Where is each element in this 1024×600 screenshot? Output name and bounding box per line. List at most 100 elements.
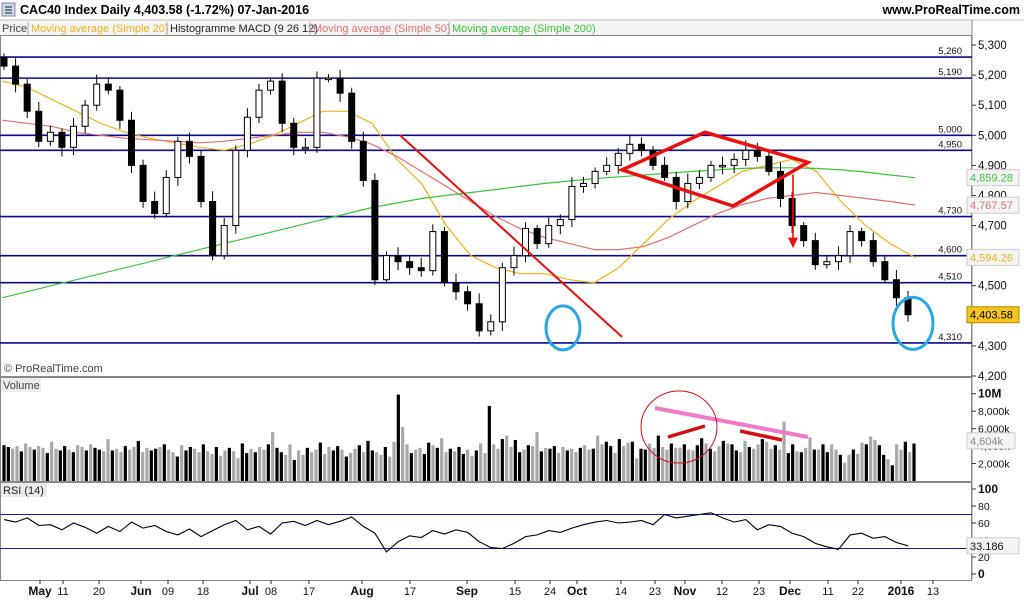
volume-bar: [808, 437, 812, 481]
volume-bar: [704, 443, 708, 481]
candle-body: [881, 261, 889, 281]
price-candle: [46, 125, 54, 146]
volume-bar: [661, 446, 665, 481]
candle-body: [464, 291, 472, 305]
candle-body: [127, 119, 135, 166]
volume-bar: [11, 448, 15, 481]
price-candle: [498, 262, 506, 331]
volume-bar: [782, 421, 786, 481]
volume-bar: [570, 448, 574, 481]
volume-bar: [414, 449, 418, 481]
price-candle: [35, 101, 43, 148]
volume-bar: [115, 448, 119, 481]
volume-bar: [136, 440, 140, 481]
candle-body: [440, 231, 448, 284]
volume-bar: [37, 446, 41, 481]
legend-ma200[interactable]: Moving average (Simple 200): [452, 23, 596, 35]
x-tick-label: Sep: [456, 584, 478, 598]
volume-trend-line: [654, 406, 809, 439]
x-tick-label: 08: [265, 586, 277, 598]
volume-bar: [600, 444, 604, 481]
candle-body: [637, 143, 645, 151]
candle-body: [753, 149, 761, 157]
volume-bar: [154, 448, 158, 481]
volume-bar: [301, 454, 305, 481]
ma20-line: [1, 80, 916, 284]
legend-ma20[interactable]: Moving average (Simple 20): [31, 23, 169, 35]
price-candle: [255, 83, 263, 123]
price-candle: [626, 134, 634, 161]
volume-bar: [825, 452, 829, 481]
candle-body: [545, 225, 553, 245]
volume-bar: [310, 452, 314, 481]
volume-bar: [409, 453, 413, 481]
price-candle: [904, 290, 912, 322]
price-candle: [417, 257, 425, 277]
volume-bar: [864, 444, 868, 481]
candle-body: [869, 240, 877, 263]
volume-bar: [258, 446, 262, 481]
candle-body: [719, 164, 727, 168]
candle-body: [614, 152, 622, 166]
x-tick-label: Nov: [674, 584, 697, 598]
volume-bar: [457, 446, 461, 481]
price-candle: [568, 177, 576, 228]
price-candle: [522, 222, 530, 263]
volume-bar: [721, 440, 725, 481]
volume-bar: [470, 455, 474, 481]
price-candle: [313, 71, 321, 153]
price-candle: [846, 224, 854, 263]
volume-bar: [652, 447, 656, 481]
downtrend-line: [399, 134, 623, 338]
candle-body: [348, 92, 356, 142]
candle-body: [858, 231, 866, 242]
price-candle: [695, 170, 703, 190]
legend-price[interactable]: Price: [2, 23, 27, 35]
volume-bar: [804, 447, 808, 481]
volume-bar: [297, 450, 301, 481]
x-tick-label: 17: [404, 586, 416, 598]
candle-body: [104, 83, 112, 91]
price-candle: [800, 221, 808, 247]
volume-bar: [565, 450, 569, 481]
volume-bar: [860, 442, 864, 481]
candle-body: [243, 116, 251, 151]
legend-macd[interactable]: Histogramme MACD (9 26 12): [170, 23, 318, 35]
volume-bar: [734, 450, 738, 481]
price-candle: [672, 171, 680, 210]
volume-bar: [405, 444, 409, 481]
volume-circle: [640, 390, 718, 464]
volume-bar: [886, 459, 890, 481]
watermark: © ProRealTime.com: [4, 363, 103, 375]
badge-ma20-box: [966, 248, 1020, 266]
candle-body: [255, 89, 263, 118]
x-tick-label: May: [28, 584, 52, 598]
volume-bar: [266, 444, 270, 481]
candle-body: [232, 149, 240, 227]
price-candle: [267, 77, 275, 95]
volume-bar: [843, 462, 847, 481]
volume-bar: [544, 447, 548, 481]
volume-high-line-2: [739, 429, 783, 442]
candle-body: [834, 255, 842, 263]
volume-bar: [279, 452, 283, 481]
candle-body: [162, 176, 170, 215]
volume-bar: [617, 439, 621, 481]
legend-ma50[interactable]: Moving average (Simple 50): [313, 23, 451, 35]
volume-bar: [240, 443, 244, 481]
price-candle: [290, 118, 298, 156]
price-candle: [348, 87, 356, 149]
volume-bar: [630, 441, 634, 481]
price-candle: [301, 138, 309, 154]
volume-bar: [45, 453, 49, 481]
candle-body: [475, 303, 483, 332]
volume-bar: [50, 441, 54, 481]
price-candle: [12, 58, 20, 93]
volume-bar: [93, 447, 97, 481]
candle-body: [116, 89, 124, 121]
candle-body: [533, 228, 541, 245]
candle-body: [325, 77, 333, 81]
volume-bar: [730, 444, 734, 481]
x-tick-label: 23: [753, 586, 765, 598]
candle-body: [394, 255, 402, 263]
